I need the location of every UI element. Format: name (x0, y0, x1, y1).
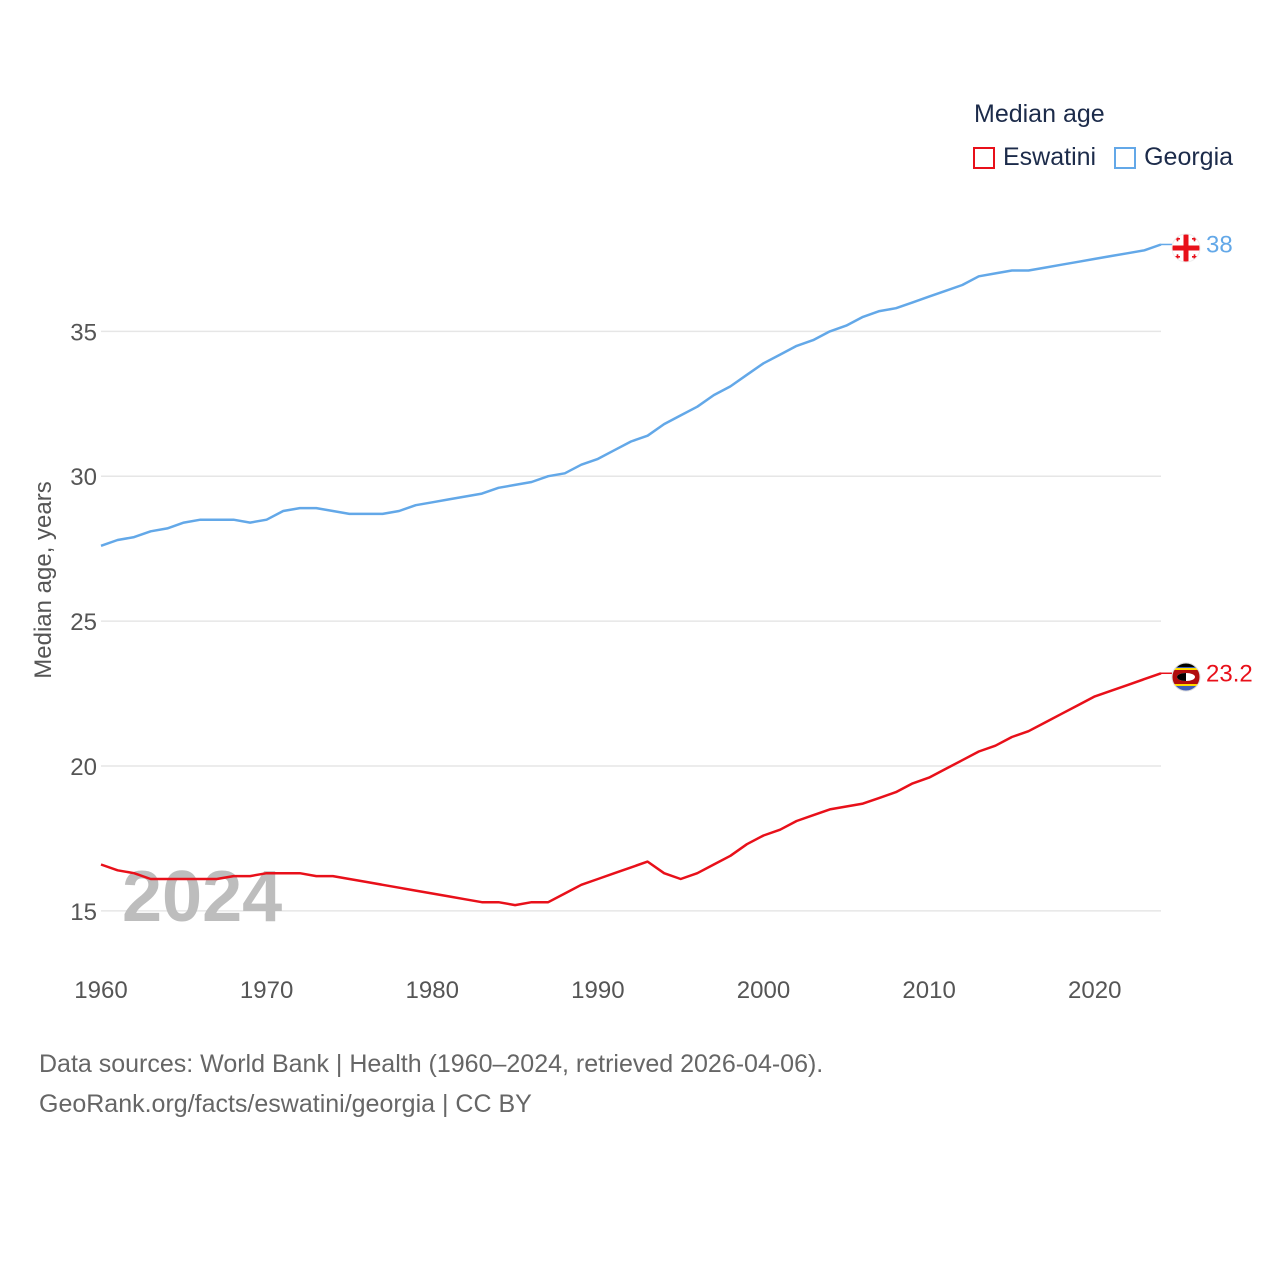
series-end-labels: 23.2 38 (1206, 231, 1253, 687)
legend: Eswatini Georgia (973, 143, 1251, 172)
x-tick-label: 2010 (902, 977, 955, 1004)
legend-item-eswatini[interactable]: Eswatini (973, 143, 1096, 172)
footer: Data sources: World Bank | Health (1960–… (39, 1044, 823, 1124)
y-axis-ticks: 15 20 25 30 35 (70, 319, 97, 925)
x-axis-ticks: 1960 1970 1980 1990 2000 2010 2020 (74, 977, 1121, 1004)
end-label-eswatini: 23.2 (1206, 660, 1253, 687)
y-tick-label: 25 (70, 609, 97, 636)
attribution-link[interactable]: GeoRank.org/facts/eswatini/georgia | CC … (39, 1090, 532, 1118)
x-tick-label: 1990 (571, 977, 624, 1004)
series-lines (100, 243, 1172, 907)
x-tick-label: 1970 (240, 977, 293, 1004)
x-tick-label: 1980 (406, 977, 459, 1004)
legend-label-georgia: Georgia (1144, 143, 1234, 171)
y-tick-label: 20 (70, 754, 97, 781)
legend-label-eswatini: Eswatini (1003, 143, 1097, 171)
legend-title: Median age (974, 100, 1105, 128)
x-tick-label: 1960 (74, 977, 127, 1004)
end-label-georgia: 38 (1206, 231, 1233, 258)
eswatini-flag-icon (1172, 663, 1200, 691)
series-line-eswatini[interactable] (100, 672, 1162, 907)
legend-swatch-eswatini (973, 146, 995, 169)
series-line-georgia[interactable] (100, 243, 1162, 547)
x-tick-label: 2020 (1068, 977, 1121, 1004)
y-tick-label: 15 (70, 899, 97, 926)
y-axis-label: Median age, years (30, 481, 57, 678)
y-tick-label: 30 (70, 464, 97, 491)
legend-swatch-georgia (1114, 146, 1137, 169)
legend-item-georgia[interactable]: Georgia (1114, 143, 1233, 172)
gridlines (101, 330, 1161, 912)
year-watermark: 2024 (122, 857, 282, 937)
data-sources-text: Data sources: World Bank | Health (1960–… (39, 1050, 824, 1078)
y-tick-label: 35 (70, 319, 97, 346)
x-tick-label: 2000 (737, 977, 790, 1004)
georgia-flag-icon (1172, 234, 1200, 262)
